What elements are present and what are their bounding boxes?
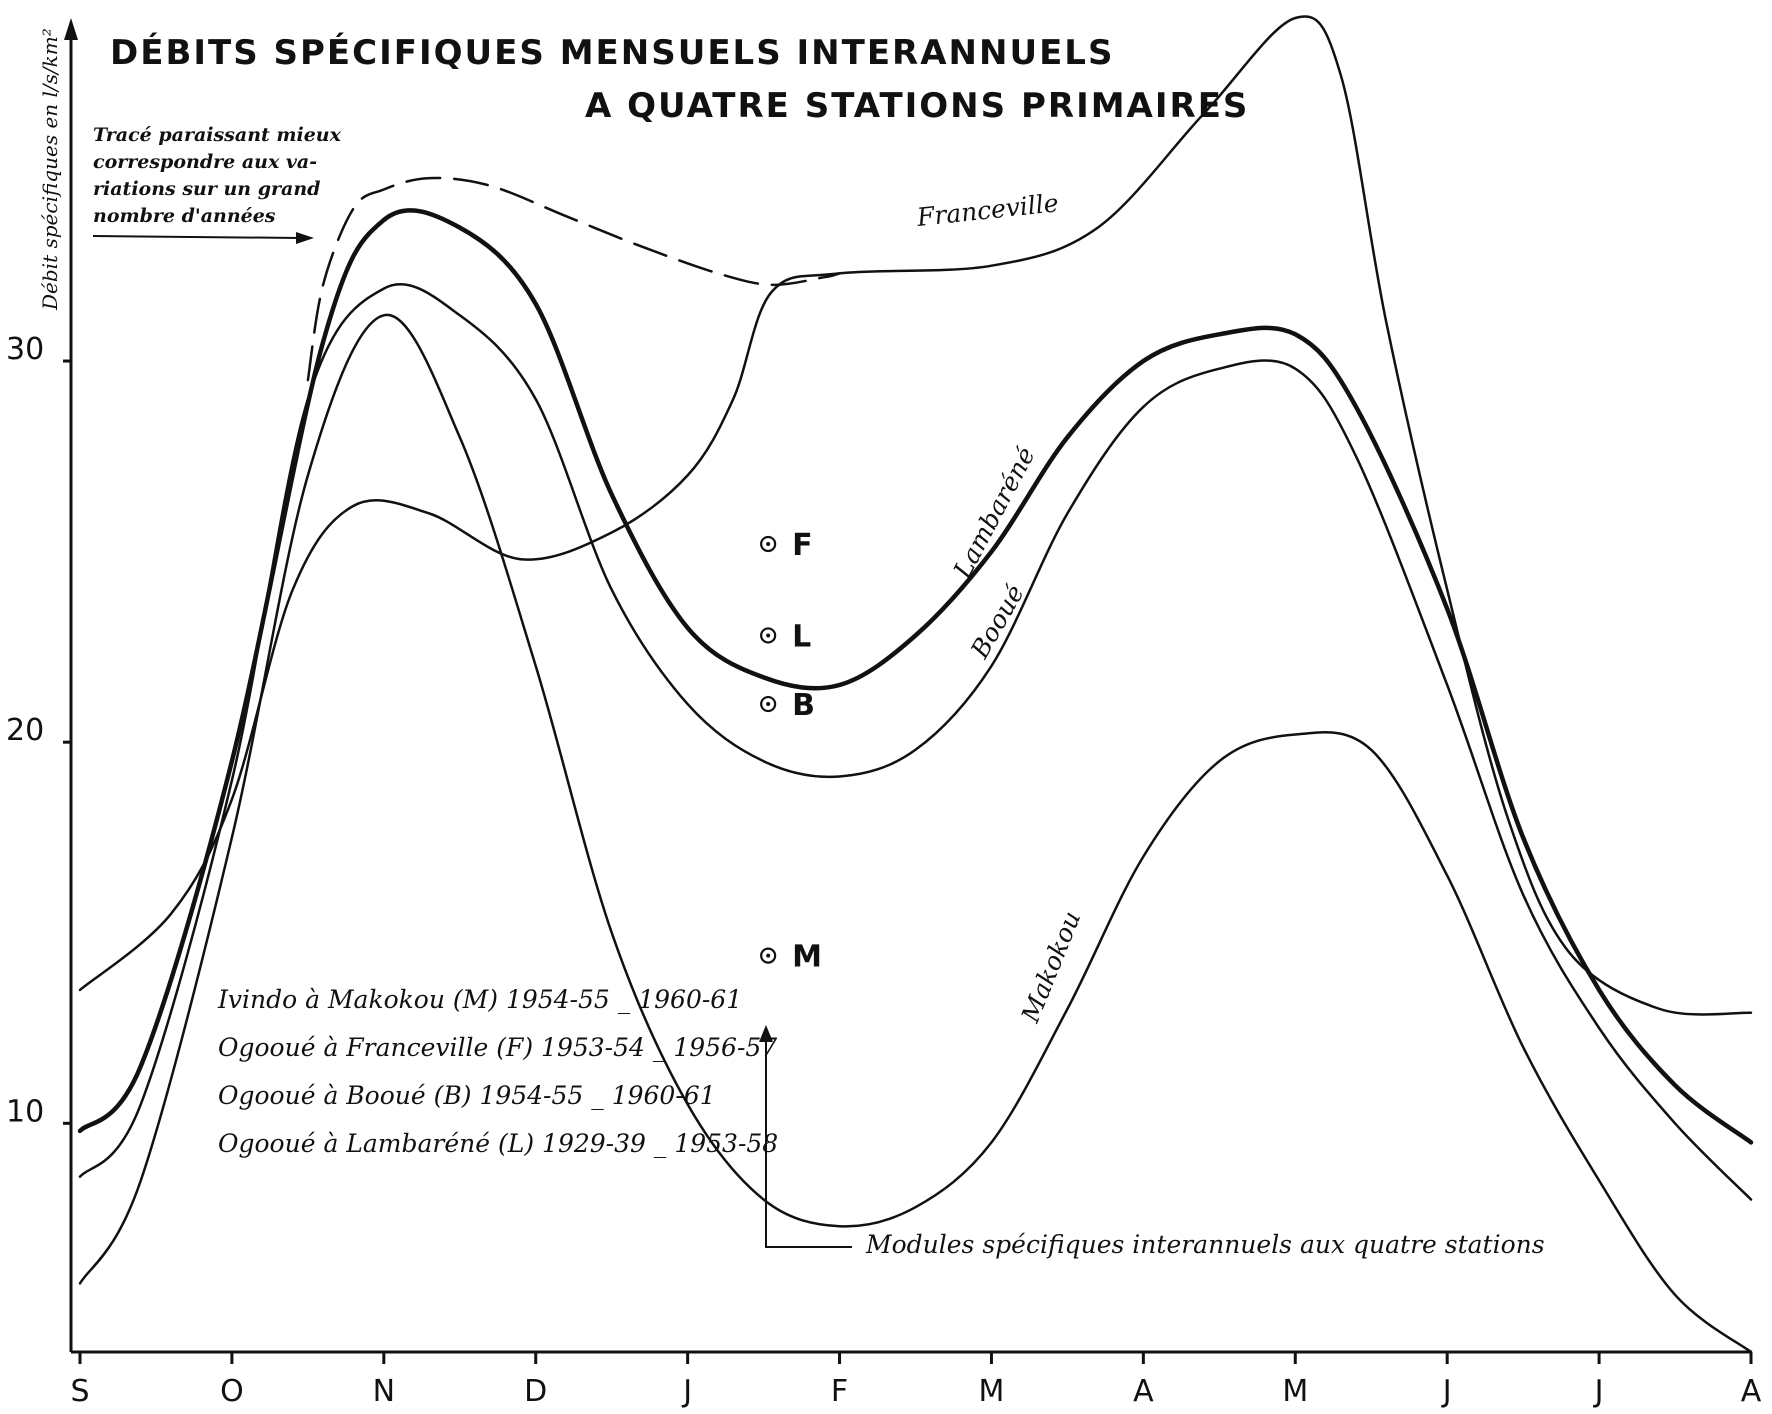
x-tick-label: O: [220, 1374, 244, 1409]
x-tick-label: S: [70, 1374, 89, 1409]
module-label: F: [792, 528, 813, 563]
module-marker: [760, 535, 777, 553]
y-ticks: 10 20 30: [6, 332, 71, 1129]
dashed-note-arrowhead: [296, 232, 314, 244]
series-lines: [77, 15, 1754, 1354]
dashed-note: Tracé paraissant mieux correspondre aux …: [92, 124, 342, 244]
legend-entry-booue: Ogooué à Booué (B) 1954-55 _ 1960-61: [218, 1081, 716, 1110]
modules-note-text: Modules spécifiques interannuels aux qua…: [865, 1230, 1545, 1259]
legend-entry-franceville: Ogooué à Franceville (F) 1953-54 _ 1956-…: [218, 1033, 777, 1062]
module-marker-dot: [766, 702, 771, 707]
y-tick-label: 10: [6, 1094, 44, 1129]
x-tick-label: M: [979, 1374, 1005, 1409]
legend: Ivindo à Makokou (M) 1954-55 _ 1960-61 O…: [217, 985, 778, 1158]
dashed-note-line: correspondre aux va-: [93, 151, 317, 173]
series-label-booue: Booué: [965, 580, 1030, 664]
module-marker: [760, 947, 777, 964]
module-markers: F LB M: [760, 528, 822, 975]
axes: [64, 18, 1752, 1354]
dashed-note-line: nombre d'années: [93, 205, 276, 227]
series-labels: Franceville Lambaréné Booué Makokou: [915, 188, 1087, 1027]
module-marker-dot: [766, 633, 771, 638]
series-line-franceville: [78, 15, 1753, 1016]
module-label: M: [792, 940, 822, 975]
series-line-dashed-trace: [306, 176, 841, 382]
series-label-franceville: Franceville: [915, 188, 1060, 232]
y-tick-label: 20: [6, 713, 44, 748]
x-tick-label: A: [1133, 1374, 1154, 1409]
x-tick-label: A: [1741, 1374, 1762, 1409]
module-marker: [760, 627, 777, 644]
x-tick-label: J: [681, 1374, 692, 1409]
x-tick-label: N: [373, 1374, 395, 1409]
series-line-booue: [78, 282, 1753, 1201]
series-label-lambarene: Lambaréné: [947, 442, 1041, 584]
y-axis-arrow: [64, 18, 78, 40]
module-label: B: [792, 688, 815, 723]
chart-subtitle: A QUATRE STATIONS PRIMAIRES: [585, 86, 1249, 126]
y-axis-label: Débit spécifiques en l/s/km²: [38, 28, 62, 311]
series-label-makokou: Makokou: [1015, 907, 1086, 1027]
module-marker-dot: [766, 541, 771, 546]
dashed-note-line: Tracé paraissant mieux: [93, 124, 342, 146]
dashed-note-line: riations sur un grand: [93, 178, 320, 200]
module-marker-dot: [766, 953, 771, 958]
x-tick-label: F: [831, 1374, 848, 1409]
x-tick-label: D: [524, 1374, 547, 1409]
chart-title: DÉBITS SPÉCIFIQUES MENSUELS INTERANNUELS: [110, 32, 1114, 73]
module-marker: [760, 695, 777, 713]
series-line-makokou: [78, 313, 1753, 1354]
module-label: L: [792, 619, 811, 654]
legend-entry-lambarene: Ogooué à Lambaréné (L) 1929-39 _ 1953-58: [218, 1129, 778, 1158]
dashed-note-arrow-line: [92, 235, 301, 239]
x-tick-label: M: [1282, 1374, 1308, 1409]
x-tick-label: J: [1441, 1374, 1452, 1409]
modules-note-arrow-line: [765, 1030, 852, 1248]
y-tick-label: 30: [6, 332, 44, 367]
modules-note: Modules spécifiques interannuels aux qua…: [759, 1025, 1545, 1259]
legend-entry-makokou: Ivindo à Makokou (M) 1954-55 _ 1960-61: [217, 985, 742, 1014]
x-tick-label: J: [1593, 1374, 1604, 1409]
